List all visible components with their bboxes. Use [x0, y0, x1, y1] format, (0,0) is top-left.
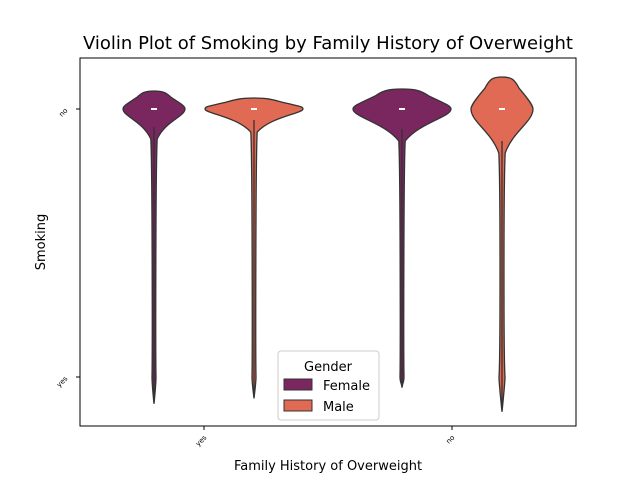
x-tick-label: yes — [194, 434, 208, 448]
y-tick-label: no — [58, 107, 70, 119]
legend-label-male: Male — [323, 400, 354, 415]
chart-title: Violin Plot of Smoking by Family History… — [83, 33, 573, 54]
x-axis: yes no — [194, 426, 456, 448]
violin-group — [122, 76, 534, 412]
legend-swatch-female — [283, 378, 313, 391]
legend-swatch-male — [283, 399, 313, 412]
legend: Gender Female Male — [277, 350, 380, 421]
legend-label-female: Female — [323, 379, 370, 394]
y-axis: no yes — [55, 107, 80, 389]
y-tick-label: yes — [55, 375, 69, 389]
median-marker — [399, 108, 405, 110]
plot-frame — [79, 57, 577, 427]
x-tick-label: no — [445, 434, 457, 446]
median-marker — [499, 108, 505, 110]
x-axis-label: Family History of Overweight — [234, 459, 422, 474]
median-marker — [251, 108, 257, 110]
legend-title: Gender — [304, 360, 353, 375]
median-marker — [151, 108, 157, 110]
y-axis-label: Smoking — [34, 214, 49, 271]
